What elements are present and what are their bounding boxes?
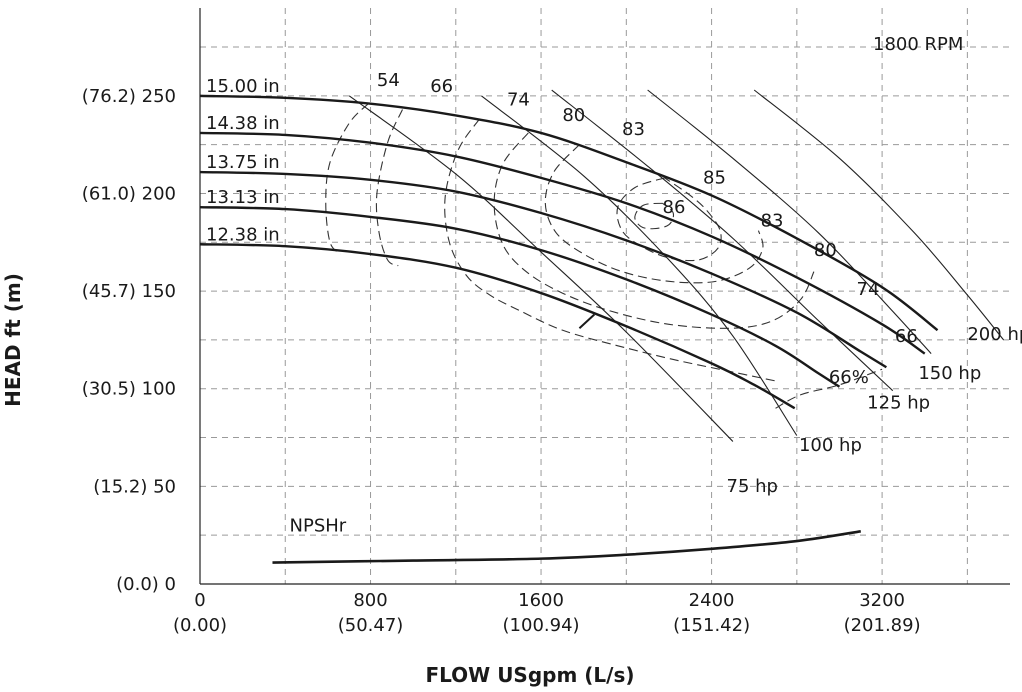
efficiency-contour-54: [325, 103, 369, 255]
power-line-125-hp: [551, 89, 894, 392]
efficiency-contour-86: [634, 202, 675, 230]
efficiency-label: 74: [507, 90, 530, 111]
power-label: 150 hp: [918, 363, 981, 384]
impeller-curve-label: 13.75 in: [206, 152, 280, 173]
x-tick-sublabel: (0.00): [173, 615, 227, 636]
power-label: 125 hp: [867, 392, 930, 413]
impeller-curve-label: 12.38 in: [206, 224, 280, 245]
x-tick-label: 2400: [689, 590, 735, 611]
x-tick-label: 0: [194, 590, 205, 611]
efficiency-label: 85: [703, 168, 726, 189]
impeller-curve: [199, 94, 939, 332]
impeller-curves: [199, 94, 939, 410]
efficiency-label: 66: [430, 76, 453, 97]
power-label: 75 hp: [727, 476, 778, 497]
efficiency-label: 83: [761, 211, 784, 232]
x-tick-sublabel: (50.47): [338, 615, 404, 636]
y-tick-label: (30.5) 100: [82, 379, 176, 400]
power-line-150-hp: [647, 89, 932, 354]
speed-label: 1800 RPM: [873, 34, 963, 55]
x-tick-label: 1600: [518, 590, 564, 611]
power-label: 200 hp: [967, 324, 1022, 345]
efficiency-label: 86: [663, 197, 686, 218]
y-tick-label: (45.7) 150: [82, 281, 176, 302]
impeller-curve: [199, 205, 841, 388]
tick-labels: (0.0) 0 (15.2) 50 (30.5) 100 (45.7) 150 (61.…: [82, 86, 921, 636]
efficiency-label: 54: [377, 70, 400, 91]
axes: [199, 8, 1010, 585]
efficiency-contour-66: [375, 109, 404, 267]
impeller-curve: [199, 243, 796, 410]
efficiency-label: 80: [562, 105, 585, 126]
power-line-200-hp: [753, 89, 1005, 341]
y-tick-label: (15.2) 50: [93, 476, 176, 497]
y-axis-title: HEAD ft (m): [1, 273, 25, 407]
y-tick-label: (76.2) 250: [82, 86, 176, 107]
power-line-75-hp: [348, 95, 734, 442]
efficiency-contours: [325, 103, 883, 409]
npshr-curve: NPSHr: [272, 515, 861, 564]
efficiency-label: 83: [622, 119, 645, 140]
impeller-curve-label: 13.13 in: [206, 187, 280, 208]
x-tick-sublabel: (201.89): [844, 615, 921, 636]
x-tick-label: 800: [353, 590, 387, 611]
impeller-curve-label: 15.00 in: [206, 76, 280, 97]
efficiency-contour-83: [544, 144, 764, 284]
x-tick-sublabel: (151.42): [673, 615, 750, 636]
y-tick-label: (61.0) 200: [82, 183, 176, 204]
impeller-curve: [199, 170, 887, 369]
efficiency-label: 66: [895, 326, 918, 347]
power-lines: [348, 89, 1005, 442]
x-axis-title: FLOW USgpm (L/s): [425, 663, 634, 687]
curve-labels: 15.00 in 14.38 in 13.75 in 13.13 in 12.38 in…: [206, 70, 1022, 497]
x-tick-label: 3200: [859, 590, 905, 611]
power-label: 100 hp: [799, 435, 862, 456]
grid: [200, 8, 1010, 584]
curve-tick-mark: [578, 313, 596, 329]
power-line-100-hp: [481, 95, 798, 436]
npshr-line: [272, 529, 861, 564]
efficiency-label: 80: [814, 240, 837, 261]
efficiency-label: 74: [857, 279, 880, 300]
impeller-curve-label: 14.38 in: [206, 113, 280, 134]
efficiency-contour-66pct: [775, 368, 883, 409]
y-tick-label: (0.0) 0: [116, 574, 176, 595]
npshr-label: NPSHr: [290, 515, 347, 536]
efficiency-contour-74: [444, 118, 776, 382]
efficiency-label: 66%: [829, 367, 869, 388]
impeller-curve: [199, 131, 926, 355]
x-tick-sublabel: (100.94): [503, 615, 580, 636]
